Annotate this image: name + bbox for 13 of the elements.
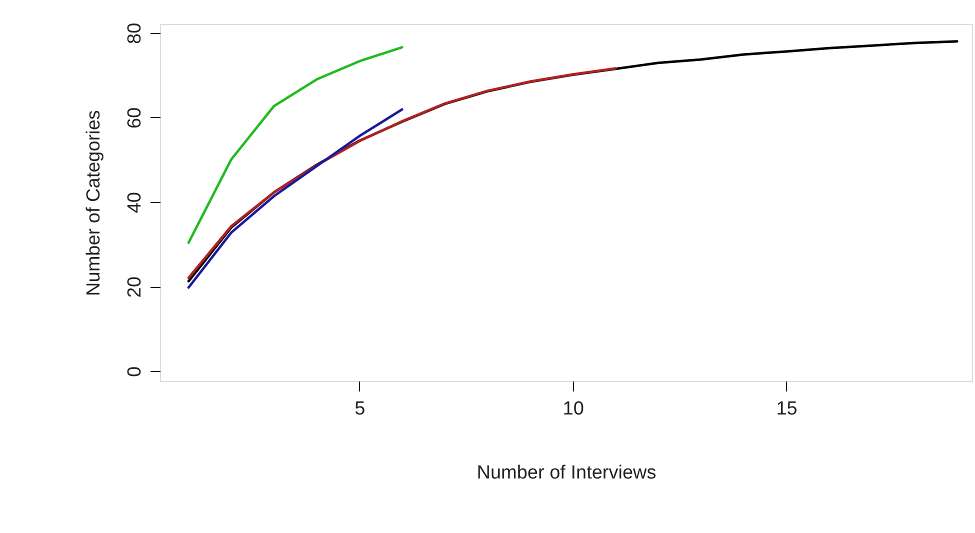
line-series: [187, 46, 404, 244]
x-axis-title: Number of Interviews: [476, 462, 656, 484]
x-tick-label: 5: [354, 398, 366, 420]
x-tick-label: 15: [776, 398, 798, 420]
y-tick-label: 0: [124, 366, 146, 378]
x-tick-label: 10: [562, 398, 584, 420]
line-series: [187, 67, 617, 280]
y-tick-label: 60: [124, 107, 146, 129]
line-series: [187, 108, 404, 289]
y-tick-label: 40: [124, 192, 146, 214]
y-tick-label: 20: [124, 276, 146, 298]
y-axis-title: Number of Categories: [84, 110, 104, 296]
y-tick-label: 80: [124, 22, 146, 44]
